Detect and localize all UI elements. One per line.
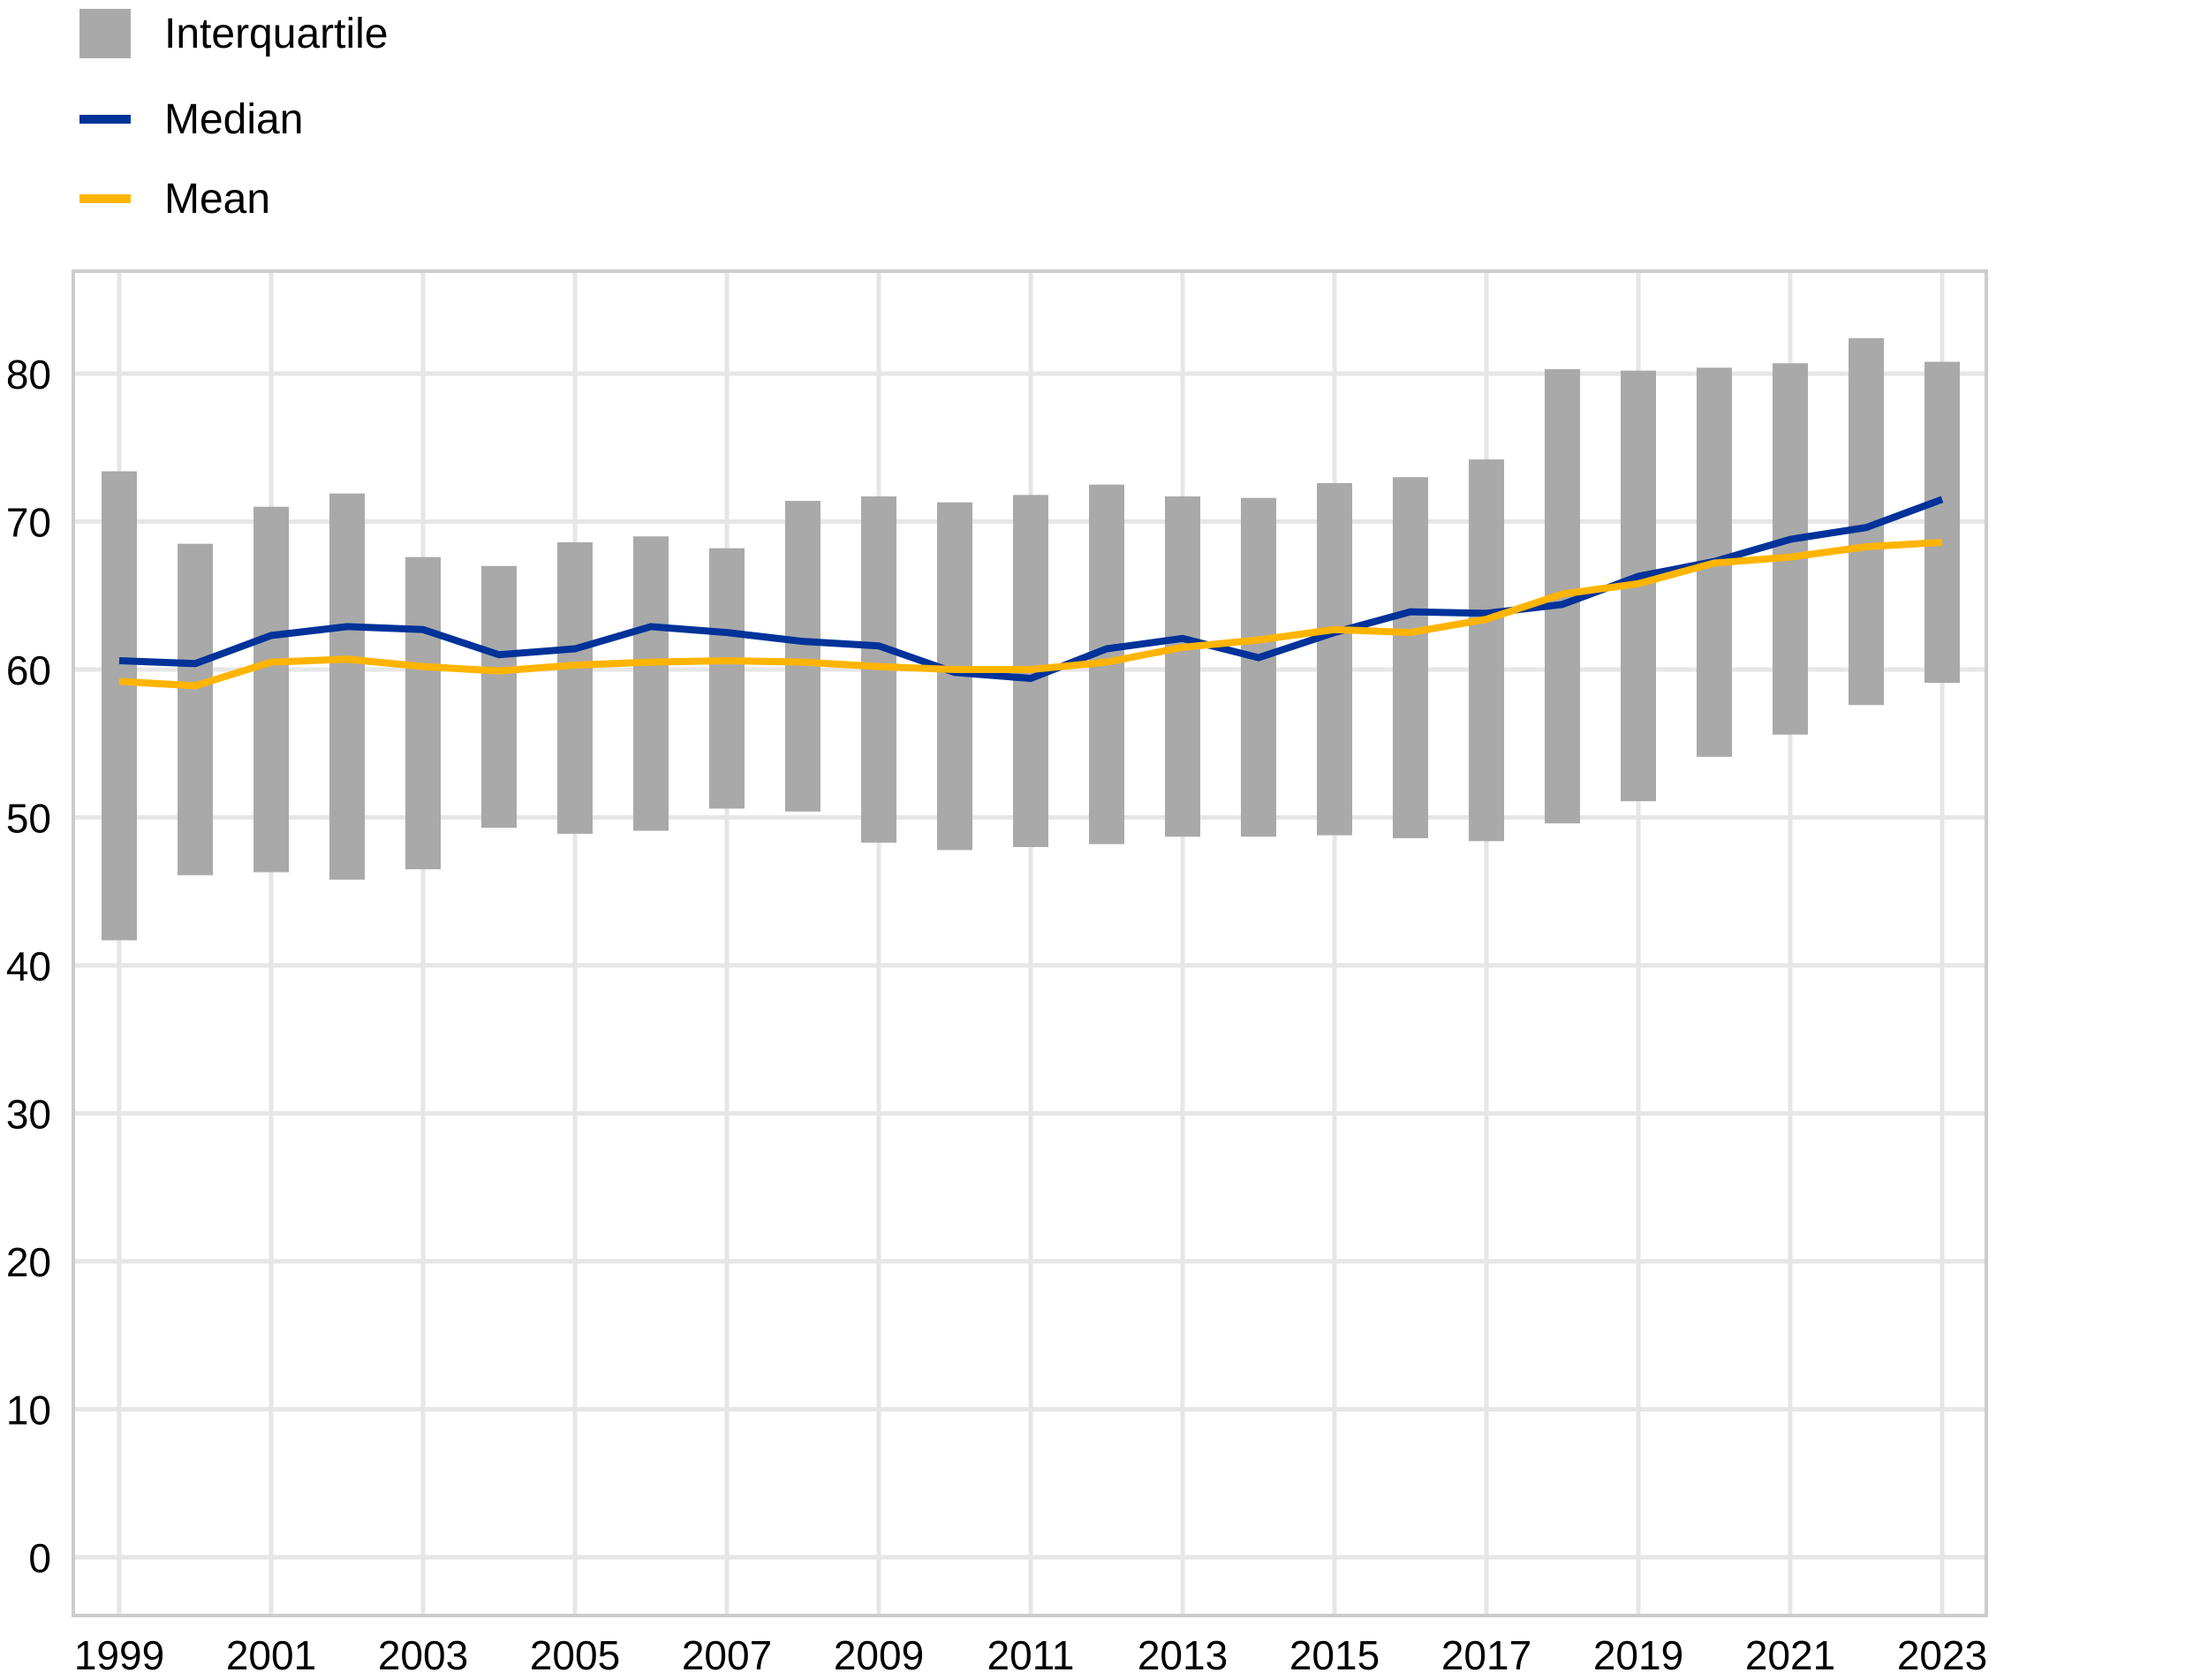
interquartile-bar-2021 <box>1773 363 1808 735</box>
interquartile-bar-2016 <box>1393 477 1428 838</box>
x-tick-label: 2001 <box>226 1632 316 1678</box>
y-tick-label: 60 <box>6 647 51 693</box>
interquartile-bar-1999 <box>102 471 137 941</box>
y-tick-label: 20 <box>6 1239 51 1285</box>
interquartile-bar-2008 <box>785 501 820 812</box>
interquartile-bar-2017 <box>1469 459 1504 842</box>
x-tick-label: 2007 <box>682 1632 772 1678</box>
legend-swatch-mean <box>79 194 131 203</box>
x-axis-labels: 1999 2001 2003 2005 2007 2009 2011 2013 2015 2017… <box>74 1632 1987 1678</box>
legend-label-interquartile: Interquartile <box>164 10 389 57</box>
interquartile-bar-2001 <box>253 506 289 873</box>
legend-label-median: Median <box>164 95 304 143</box>
x-tick-label: 2015 <box>1289 1632 1380 1678</box>
legend-item-mean: Mean <box>79 172 270 225</box>
y-tick-label: 40 <box>6 943 51 989</box>
x-tick-label: 2013 <box>1138 1632 1228 1678</box>
x-tick-label: 1999 <box>74 1632 164 1678</box>
x-tick-label: 2017 <box>1441 1632 1531 1678</box>
legend-item-median: Median <box>79 93 303 146</box>
interquartile-bar-2023 <box>1924 361 1960 684</box>
x-tick-label: 2009 <box>834 1632 924 1678</box>
y-axis-labels: 0 10 20 30 40 50 60 70 80 <box>6 352 51 1581</box>
legend-label-mean: Mean <box>164 175 271 223</box>
y-tick-label: 50 <box>6 796 51 842</box>
interquartile-bar-2003 <box>405 556 441 870</box>
x-tick-label: 2021 <box>1745 1632 1835 1678</box>
x-tick-label: 2019 <box>1593 1632 1683 1678</box>
interquartile-bar-2005 <box>557 541 593 834</box>
x-tick-label: 2005 <box>530 1632 620 1678</box>
y-tick-label: 30 <box>6 1092 51 1138</box>
interquartile-bar-2014 <box>1241 497 1276 837</box>
series-lines <box>118 496 1944 690</box>
plot-frame <box>72 269 1988 1617</box>
legend-swatch-interquartile <box>79 9 131 58</box>
x-tick-label: 2011 <box>987 1632 1075 1678</box>
legend-item-interquartile: Interquartile <box>79 7 388 60</box>
x-tick-label: 2003 <box>378 1632 468 1678</box>
interquartile-bar-2006 <box>633 536 669 831</box>
interquartile-bar-2013 <box>1165 496 1200 837</box>
legend-swatch-median <box>79 115 131 124</box>
interquartile-bar-2000 <box>178 543 213 875</box>
interquartile-bar-2015 <box>1317 482 1352 836</box>
y-tick-label: 10 <box>6 1388 51 1434</box>
y-tick-label: 80 <box>6 352 51 397</box>
y-tick-label: 0 <box>28 1535 51 1581</box>
interquartile-bars <box>102 337 1960 941</box>
y-tick-label: 70 <box>6 500 51 546</box>
interquartile-bar-2004 <box>481 565 517 829</box>
interquartile-bar-2002 <box>329 493 365 880</box>
interquartile-bar-2007 <box>709 548 745 809</box>
x-tick-label: 2023 <box>1897 1632 1987 1678</box>
